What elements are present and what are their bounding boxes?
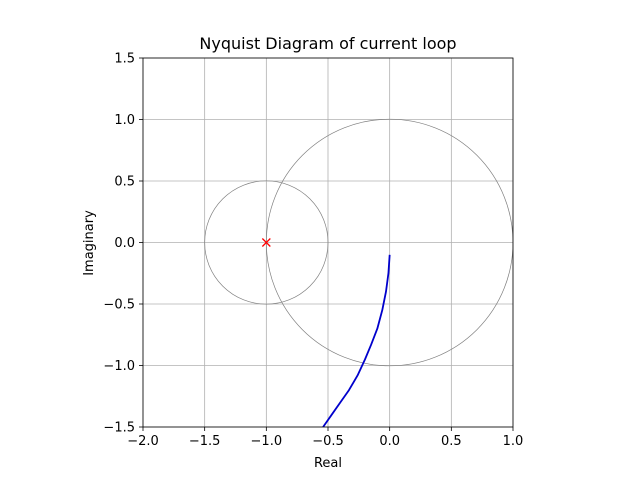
nyquist-curve-0 [322, 254, 391, 427]
y-tick-label-2: −0.5 [103, 298, 135, 313]
x-tick-label-1: −1.5 [189, 434, 221, 449]
x-tick-label-3: −0.5 [312, 434, 344, 449]
y-tick-label-6: 1.5 [114, 52, 135, 67]
reference-circle-1 [204, 180, 329, 305]
chart-title: Nyquist Diagram of current loop [199, 34, 456, 53]
x-tick-label-5: 0.5 [441, 434, 462, 449]
x-tick-label-2: −1.0 [251, 434, 283, 449]
x-tick-label-6: 1.0 [503, 434, 524, 449]
y-tick-label-5: 1.0 [114, 113, 135, 128]
y-tick-label-3: 0.0 [114, 236, 135, 251]
y-tick-label-0: −1.5 [103, 421, 135, 436]
plot-area: −2.0 −1.5 −1.0 −0.5 0.0 0.5 1.0−1.5−1.0−0.50.0… [103, 52, 523, 450]
x-tick-label-0: −2.0 [127, 434, 159, 449]
x-tick-label-4: 0.0 [379, 434, 400, 449]
y-tick-label-4: 0.5 [114, 175, 135, 190]
y-axis-label: Imaginary [82, 210, 97, 276]
critical-point-marker [261, 238, 271, 247]
x-axis-label: Real [314, 456, 342, 471]
y-tick-label-1: −1.0 [103, 359, 135, 374]
critical-point-stroke-1 [261, 238, 271, 247]
